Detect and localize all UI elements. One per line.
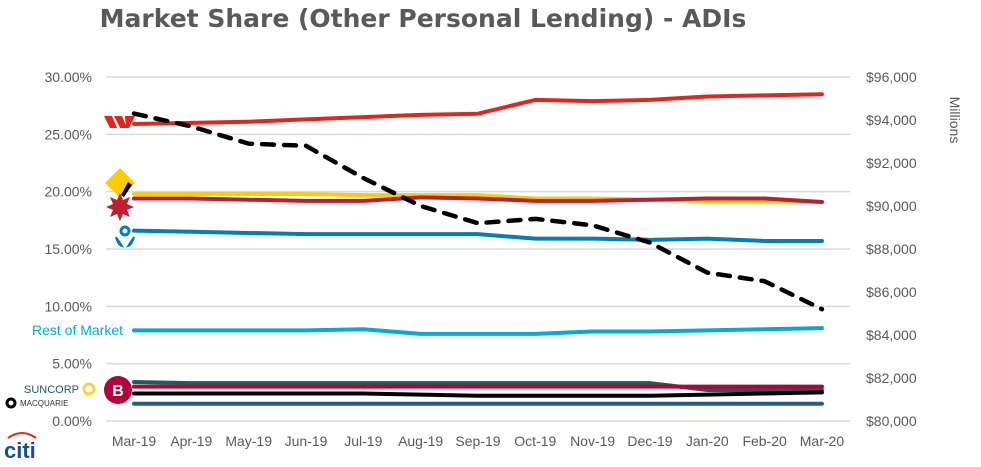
series-westpac — [132, 92, 824, 127]
y-right-tick: $92,000 — [866, 155, 917, 171]
x-tick: Aug-19 — [398, 433, 443, 449]
y-left-tick: 30.00% — [45, 69, 92, 85]
x-tick: Apr-19 — [170, 433, 212, 449]
y-right-tick: $94,000 — [866, 112, 917, 128]
y-left-tick: 20.00% — [45, 184, 92, 200]
series-nab — [132, 195, 824, 204]
x-tick: Dec-19 — [627, 433, 672, 449]
citi-logo-text: citi — [4, 438, 36, 463]
x-tick: Jun-19 — [285, 433, 328, 449]
x-tick: Mar-20 — [800, 433, 845, 449]
macquarie-logo-text: MACQUARIE — [20, 399, 68, 408]
boq-logo-icon — [104, 376, 132, 404]
westpac-logo-icon — [104, 116, 135, 128]
series-total-balances — [131, 111, 825, 312]
x-tick: Jul-19 — [344, 433, 382, 449]
series-macquarie — [132, 390, 824, 398]
y-right-tick: $80,000 — [866, 413, 917, 429]
x-tick: Nov-19 — [570, 433, 615, 449]
anz-logo-people — [115, 236, 135, 248]
chart-title: Market Share (Other Personal Lending) - … — [99, 4, 747, 33]
citi-logo-arc — [7, 432, 37, 439]
x-tick: Oct-19 — [514, 433, 556, 449]
x-tick: Mar-19 — [112, 433, 157, 449]
anz-logo-icon — [119, 225, 131, 237]
y-right-tick: $82,000 — [866, 370, 917, 386]
x-tick: May-19 — [225, 433, 272, 449]
series-anz — [132, 228, 824, 243]
x-tick: Sep-19 — [455, 433, 500, 449]
boq-logo-letter: B — [112, 383, 124, 400]
x-tick: Jan-20 — [686, 433, 729, 449]
y-left-tick: 15.00% — [45, 241, 92, 257]
y-right-label: Millions — [947, 97, 963, 144]
y-right-tick: $84,000 — [866, 327, 917, 343]
y-left-tick: 25.00% — [45, 126, 92, 142]
y-left-tick: 0.00% — [52, 413, 92, 429]
series-suncorp — [132, 380, 824, 393]
suncorp-logo-icon — [82, 382, 96, 396]
rest-of-market-label: Rest of Market — [32, 322, 123, 338]
macquarie-logo-icon — [5, 397, 17, 409]
y-right-tick: $86,000 — [866, 284, 917, 300]
nab-star-logo-icon — [106, 193, 134, 221]
suncorp-logo-text: SUNCORP — [24, 384, 79, 396]
cba-logo-accent — [121, 182, 132, 197]
y-left-tick: 10.00% — [45, 298, 92, 314]
y-right-tick: $96,000 — [866, 69, 917, 85]
y-left-tick: 5.00% — [52, 356, 92, 372]
x-tick: Feb-20 — [742, 433, 787, 449]
series-cba — [132, 191, 824, 204]
series-rest-of-market — [132, 326, 824, 336]
y-right-tick: $88,000 — [866, 241, 917, 257]
y-right-tick: $90,000 — [866, 198, 917, 214]
